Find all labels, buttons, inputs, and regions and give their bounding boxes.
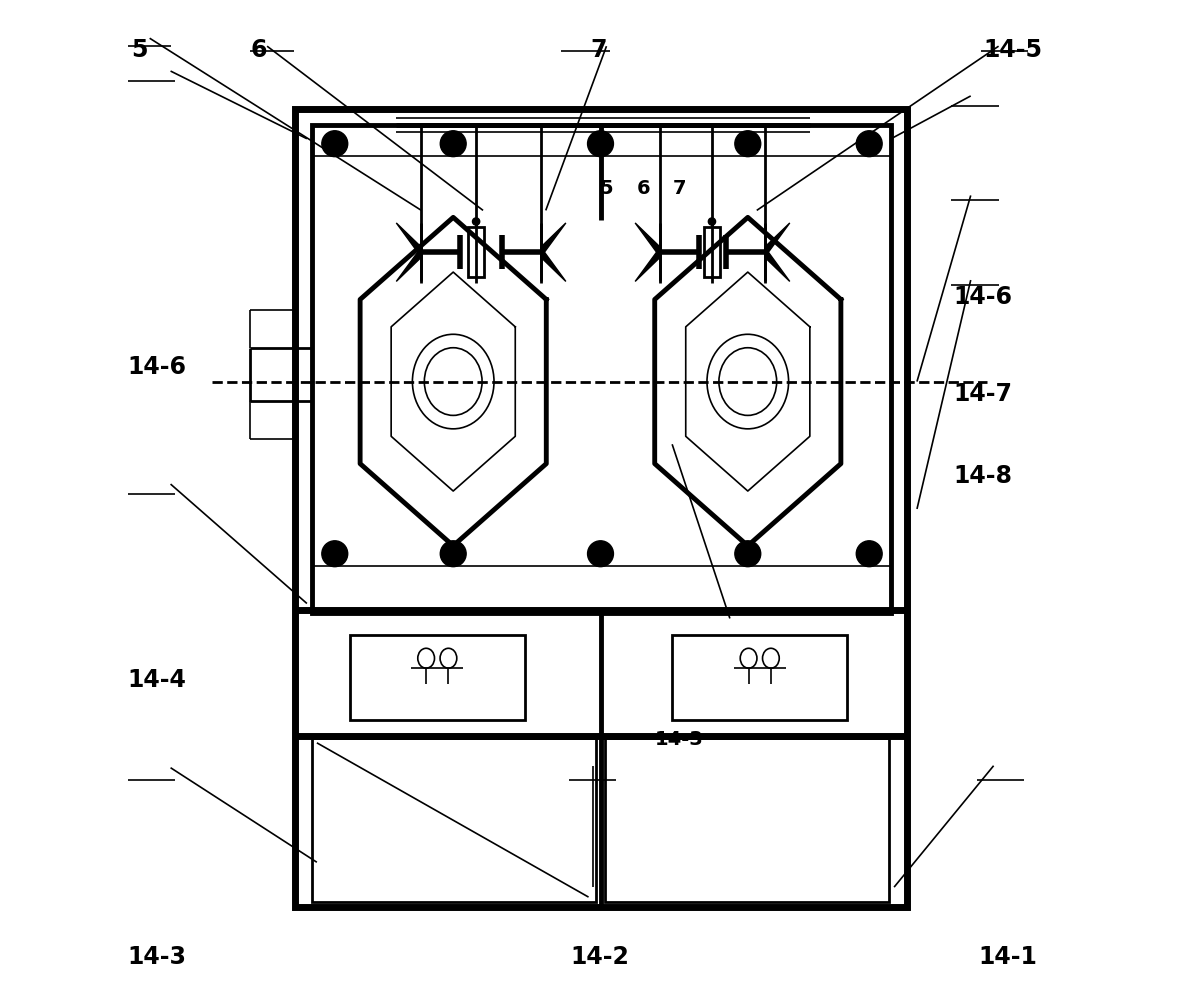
Bar [704,228,719,277]
Text: 14-3: 14-3 [127,945,187,969]
Text: 14-6: 14-6 [954,285,1012,309]
Text: 14-6: 14-6 [127,354,187,378]
Text: 14-4: 14-4 [127,669,186,693]
Circle shape [441,541,466,567]
Circle shape [735,131,760,157]
Text: 14-7: 14-7 [954,381,1012,405]
Text: 7: 7 [673,179,687,198]
Text: 6: 6 [637,179,650,198]
Text: 6: 6 [250,38,267,62]
Polygon shape [540,248,566,281]
Text: 5: 5 [599,179,614,198]
Polygon shape [765,223,790,257]
Circle shape [472,218,479,226]
Circle shape [856,131,883,157]
Bar [312,738,596,902]
Circle shape [856,541,883,567]
Text: 14-5: 14-5 [984,38,1042,62]
Polygon shape [540,223,566,257]
Circle shape [587,541,614,567]
Polygon shape [396,223,422,257]
Bar [605,738,889,902]
Polygon shape [765,248,790,281]
Bar [312,125,891,614]
Polygon shape [396,248,422,281]
Text: 14-8: 14-8 [954,464,1012,488]
Circle shape [709,218,716,226]
Polygon shape [635,248,661,281]
Text: 14-2: 14-2 [570,945,629,969]
Circle shape [735,541,760,567]
Bar [673,636,848,720]
Text: 7: 7 [591,38,607,62]
Text: 14-1: 14-1 [979,945,1038,969]
Text: 5: 5 [131,38,148,62]
Bar [295,109,907,907]
Circle shape [322,541,348,567]
Bar [468,228,484,277]
Text: 14-3: 14-3 [656,730,704,748]
Circle shape [441,131,466,157]
Circle shape [322,131,348,157]
Polygon shape [635,223,661,257]
Bar [349,636,525,720]
Circle shape [587,131,614,157]
